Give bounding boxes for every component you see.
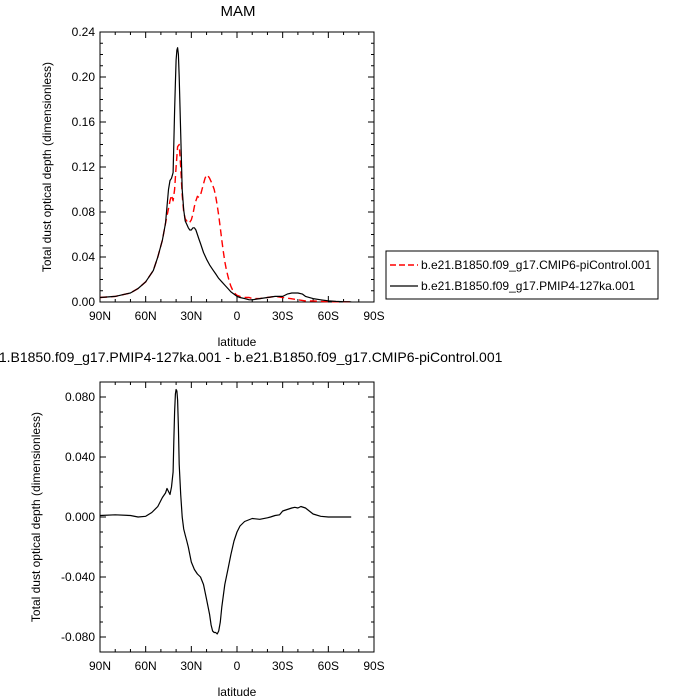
y-tick-label: 0.04 — [72, 250, 96, 264]
bottom-chart-ticks: 90N 60N 30N 0 30S 60S 90S -0.080 -0.040 0.000 0.04… — [61, 382, 385, 673]
x-tick-label: 90S — [363, 659, 384, 673]
x-tick-label: 30N — [180, 309, 202, 323]
top-chart-series-group — [99, 47, 352, 303]
top-chart-plot-frame — [99, 31, 375, 303]
y-tick-label: 0.16 — [72, 115, 96, 129]
x-tick-label: 0 — [234, 659, 241, 673]
y-tick-label: 0.040 — [65, 450, 95, 464]
legend-box — [385, 250, 659, 300]
y-tick-label: 0.20 — [72, 70, 96, 84]
x-tick-label: 90S — [363, 309, 384, 323]
top-chart-title: MAM — [221, 3, 256, 20]
series-line-1-0 — [99, 388, 352, 635]
top-chart-x-axis-label: latitude — [218, 335, 257, 349]
x-tick-label: 0 — [234, 309, 241, 323]
bottom-chart-series-group — [99, 388, 352, 635]
bottom-chart: b.e21.B1850.f09_g17.PMIP4-127ka.001 - b.… — [0, 349, 503, 699]
top-chart-y-axis-label: Total dust optical depth (dimensionless) — [40, 62, 54, 272]
legend: b.e21.B1850.f09_g17.CMIP6-piControl.001 … — [385, 250, 659, 300]
series-line-0-0 — [99, 143, 352, 303]
series-line-0-1 — [99, 47, 352, 303]
y-tick-label: 0.080 — [65, 390, 95, 404]
legend-label-127ka: b.e21.B1850.f09_g17.PMIP4-127ka.001 — [421, 279, 635, 293]
bottom-chart-y-axis-label: Total dust optical depth (dimensionless) — [29, 412, 43, 622]
y-tick-label: 0.12 — [72, 160, 96, 174]
x-tick-label: 90N — [89, 309, 111, 323]
y-tick-label: 0.000 — [65, 510, 95, 524]
bottom-chart-x-axis-label: latitude — [218, 685, 257, 699]
x-tick-label: 60N — [135, 659, 157, 673]
x-tick-label: 90N — [89, 659, 111, 673]
y-tick-label: 0.24 — [72, 25, 96, 39]
y-tick-label: -0.080 — [61, 630, 95, 644]
x-tick-label: 60S — [318, 309, 339, 323]
x-tick-label: 30S — [272, 309, 293, 323]
x-tick-label: 60N — [135, 309, 157, 323]
x-tick-label: 60S — [318, 659, 339, 673]
legend-label-picontrol: b.e21.B1850.f09_g17.CMIP6-piControl.001 — [421, 258, 651, 272]
top-chart-gridless-ticks: 90N 60N 30N 0 30S 60S 90S 0.00 0.04 0.08 0.12 0.16 0… — [72, 25, 385, 323]
y-tick-label: 0.08 — [72, 205, 96, 219]
x-tick-label: 30N — [180, 659, 202, 673]
x-tick-label: 30S — [272, 659, 293, 673]
top-chart: MAM 90N 60N 30N 0 30S 60S 90S 0.00 0.04 0.08 0.12 0… — [40, 3, 385, 349]
y-tick-label: -0.040 — [61, 570, 95, 584]
bottom-chart-title: b.e21.B1850.f09_g17.PMIP4-127ka.001 - b.… — [0, 349, 503, 365]
y-tick-label: 0.00 — [72, 295, 96, 309]
